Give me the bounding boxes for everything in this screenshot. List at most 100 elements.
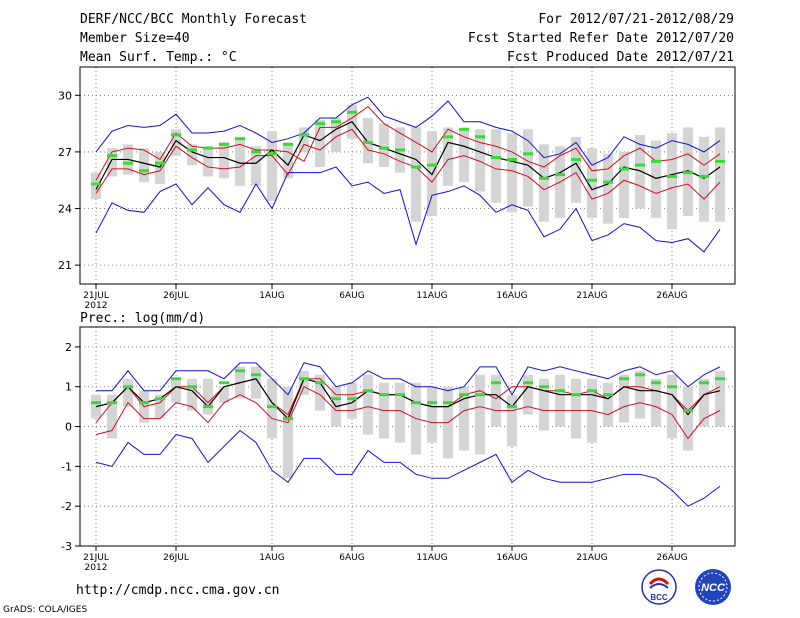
- temp-observed-marker: [267, 152, 277, 156]
- temp-observed-marker: [459, 127, 469, 131]
- prec-observed-marker: [251, 373, 261, 377]
- prec-observed-marker: [203, 405, 213, 409]
- prec-range-bar: [715, 370, 725, 427]
- prec-panel-title: Prec.: log(mm/d): [80, 311, 205, 326]
- grads-credit: GrADS: COLA/IGES: [3, 605, 88, 615]
- temp-observed-marker: [363, 140, 373, 144]
- prec-observed-marker: [315, 381, 325, 385]
- prec-range-bar: [667, 374, 677, 439]
- prec-xtick-label: 6AUG: [339, 553, 364, 563]
- prec-observed-marker: [267, 405, 277, 409]
- prec-observed-marker: [587, 389, 597, 393]
- prec-range-bar: [555, 374, 565, 427]
- temp-observed-marker: [699, 174, 709, 178]
- prec-mean-line: [95, 378, 721, 420]
- prec-xtick-label: 16AUG: [496, 553, 527, 563]
- prec-observed-marker: [155, 397, 165, 401]
- prec-observed-marker: [699, 381, 709, 385]
- prec-observed-marker: [235, 369, 245, 373]
- agency-logos: BCC NCC: [641, 569, 731, 605]
- prec-observed-marker: [299, 377, 309, 381]
- temp-range-bar: [571, 136, 581, 203]
- prec-range-bar: [251, 366, 261, 399]
- temp-observed-marker: [427, 163, 437, 167]
- temp-observed-marker: [107, 154, 117, 158]
- prec-range-bar: [155, 394, 165, 419]
- prec-range-bar: [619, 374, 629, 423]
- temp-observed-marker: [331, 120, 341, 124]
- temp-range-bar: [219, 142, 229, 179]
- temp-range-bar: [155, 151, 165, 184]
- prec-range-bar: [315, 374, 325, 411]
- prec-range-bar: [475, 374, 485, 455]
- temp-observed-marker: [283, 142, 293, 146]
- prec-observed-marker: [475, 393, 485, 397]
- prec-observed-marker: [331, 397, 341, 401]
- temp-observed-marker: [507, 157, 517, 161]
- prec-xtick-label: 21AUG: [576, 553, 607, 563]
- prec-observed-marker: [715, 377, 725, 381]
- prec-observed-marker: [427, 401, 437, 405]
- prec-observed-marker: [619, 377, 629, 381]
- temp-observed-marker: [571, 157, 581, 161]
- temp-lower-line: [95, 128, 721, 200]
- temp-observed-marker: [251, 150, 261, 154]
- prec-ytick-label: -2: [61, 500, 72, 513]
- temp-observed-marker: [203, 146, 213, 150]
- temp-observed-marker: [187, 148, 197, 152]
- temp-observed-marker: [379, 146, 389, 150]
- prec-observed-marker: [395, 393, 405, 397]
- temp-observed-marker: [155, 161, 165, 165]
- temp-xtick-label: 21JUL: [83, 291, 109, 301]
- prec-range-bar: [491, 374, 501, 427]
- temp-range-bar: [699, 136, 709, 222]
- temp-range-bar: [619, 151, 629, 218]
- prec-observed-marker: [635, 373, 645, 377]
- temp-range-bar: [379, 123, 389, 168]
- temp-observed-marker: [219, 142, 229, 146]
- temp-observed-marker: [91, 182, 101, 186]
- temp-range-bar: [363, 117, 373, 164]
- temp-range-bar: [171, 129, 181, 156]
- temp-xtick-label: 1AUG: [259, 291, 284, 301]
- bcc-logo: BCC: [641, 569, 677, 605]
- temp-observed-marker: [171, 133, 181, 137]
- prec-observed-marker: [91, 401, 101, 405]
- prec-observed-marker: [379, 393, 389, 397]
- temp-range-bar: [235, 136, 245, 186]
- temp-observed-marker: [411, 165, 421, 169]
- prec-observed-marker: [523, 381, 533, 385]
- prec-range-bar: [699, 378, 709, 427]
- prec-observed-marker: [555, 389, 565, 393]
- prec-xtick-label: 21JUL: [83, 553, 109, 563]
- prec-year-label: 2012: [85, 563, 108, 573]
- temp-range-bar: [251, 146, 261, 186]
- temp-observed-marker: [555, 173, 565, 177]
- temp-observed-marker: [667, 174, 677, 178]
- prec-observed-marker: [411, 401, 421, 405]
- prec-observed-marker: [283, 417, 293, 421]
- temp-range-bar: [715, 127, 725, 222]
- ncc-logo: NCC: [695, 569, 731, 605]
- temp-range-bar: [411, 127, 421, 222]
- variable-label: Mean Surf. Temp.: °C: [80, 50, 237, 65]
- temp-observed-marker: [715, 159, 725, 163]
- prec-range-bar: [171, 378, 181, 403]
- temp-range-bar: [283, 142, 293, 179]
- forecast-period: For 2012/07/21-2012/08/29: [538, 12, 734, 27]
- prec-xtick-label: 26AUG: [656, 553, 687, 563]
- temp-observed-marker: [315, 122, 325, 126]
- prec-observed-marker: [683, 409, 693, 413]
- prec-range-bar: [395, 382, 405, 443]
- temp-range-bar: [91, 172, 101, 200]
- temp-range-bar: [603, 153, 613, 224]
- prec-range-bar: [571, 378, 581, 439]
- temp-observed-marker: [475, 135, 485, 139]
- forecast-start-date: Fcst Started Refer Date 2012/07/20: [467, 31, 734, 46]
- prec-range-bar: [347, 382, 357, 419]
- ncc-logo-text: NCC: [701, 582, 726, 594]
- temp-range-bar: [203, 146, 213, 177]
- source-url[interactable]: http://cmdp.ncc.cma.gov.cn: [76, 583, 280, 598]
- temp-observed-marker: [395, 148, 405, 152]
